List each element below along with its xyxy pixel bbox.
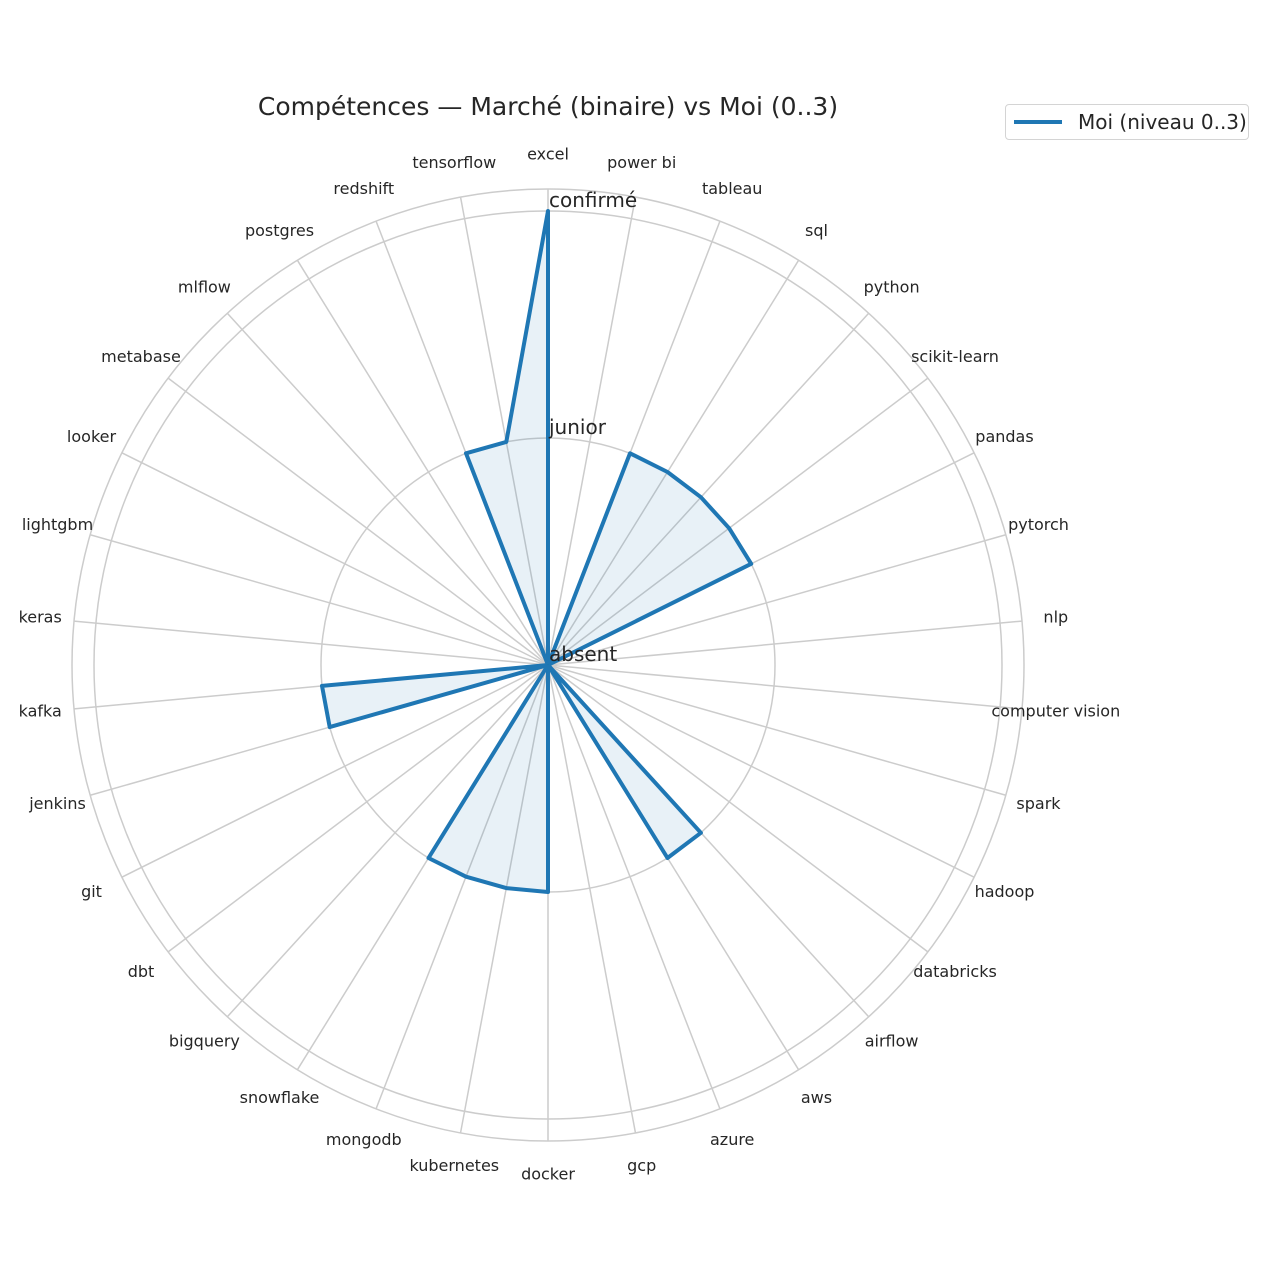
category-label: postgres <box>245 221 314 240</box>
category-label: lightgbm <box>22 515 93 534</box>
spoke <box>226 312 549 666</box>
category-label: snowflake <box>240 1088 320 1107</box>
category-label: computer vision <box>991 702 1120 721</box>
category-label: scikit-learn <box>911 347 999 366</box>
category-label: kubernetes <box>409 1156 499 1175</box>
category-label: pandas <box>975 427 1033 446</box>
spoke <box>89 534 549 666</box>
spoke <box>547 664 1007 796</box>
category-label: databricks <box>913 962 997 981</box>
spoke <box>547 664 637 1134</box>
category-label: mlflow <box>178 278 231 297</box>
category-label: redshift <box>333 179 394 198</box>
radial-tick-label: confirmé <box>549 188 637 212</box>
category-label: excel <box>527 145 569 164</box>
category-label: pytorch <box>1008 515 1069 534</box>
spoke <box>121 664 549 878</box>
radial-tick-label: junior <box>548 415 607 439</box>
spoke <box>547 312 870 666</box>
series-area <box>322 211 752 892</box>
spoke <box>121 452 549 666</box>
category-label: git <box>81 882 102 901</box>
spoke <box>547 664 975 878</box>
legend-swatch <box>1014 120 1062 124</box>
series-line <box>320 209 754 894</box>
category-label: spark <box>1016 794 1061 813</box>
category-label: sql <box>805 221 828 240</box>
spoke <box>226 664 549 1018</box>
radial-tick-label: absent <box>549 642 617 666</box>
legend: Moi (niveau 0..3) <box>1005 104 1249 140</box>
category-label: metabase <box>101 347 181 366</box>
category-label: gcp <box>627 1156 656 1175</box>
spoke <box>547 534 1007 666</box>
category-label: bigquery <box>169 1031 240 1050</box>
label-layer: excel power bi tableau sql python scikit-lear… <box>19 145 1121 1184</box>
spoke <box>459 196 549 666</box>
category-label: power bi <box>607 153 676 172</box>
spoke <box>547 664 1023 710</box>
spoke <box>547 196 637 666</box>
category-label: mongodb <box>326 1130 402 1149</box>
spoke <box>375 664 549 1110</box>
category-label: tensorflow <box>412 153 496 172</box>
category-label: aws <box>801 1088 832 1107</box>
spoke <box>547 259 800 666</box>
category-label: dbt <box>128 962 155 981</box>
spoke <box>459 664 549 1134</box>
spoke <box>547 620 1023 666</box>
spoke <box>547 664 721 1110</box>
category-label: docker <box>521 1165 575 1184</box>
category-label: tableau <box>702 179 762 198</box>
spoke <box>73 620 549 666</box>
category-label: hadoop <box>975 882 1035 901</box>
spoke <box>167 664 549 953</box>
category-label: python <box>864 278 920 297</box>
spoke <box>547 664 929 953</box>
chart-title: Compétences — Marché (binaire) vs Moi (0… <box>257 92 839 121</box>
category-label: keras <box>19 607 62 626</box>
category-label: looker <box>67 427 117 446</box>
spoke <box>167 377 549 666</box>
series-layer <box>320 209 754 894</box>
category-label: azure <box>710 1130 754 1149</box>
category-label: jenkins <box>28 794 86 813</box>
spoke <box>547 377 929 666</box>
legend-label: Moi (niveau 0..3) <box>1078 110 1247 134</box>
category-label: nlp <box>1043 607 1068 626</box>
spoke <box>296 259 549 666</box>
category-label: kafka <box>19 702 62 721</box>
category-label: airflow <box>865 1031 919 1050</box>
